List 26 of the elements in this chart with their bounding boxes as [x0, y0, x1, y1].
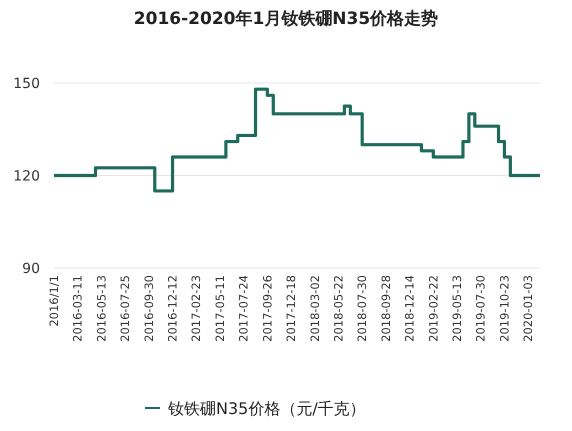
x-tick-label: 2016-09-30	[142, 275, 156, 342]
x-tick-label: 2017-02-23	[189, 275, 204, 342]
x-tick-label: 2019-07-30	[474, 275, 488, 342]
x-tick-label: 2016/1/1	[47, 275, 61, 327]
x-tick-label: 2018-07-30	[355, 275, 370, 342]
y-tick-label: 120	[13, 168, 40, 184]
x-tick-label: 2017-09-26	[260, 275, 274, 342]
x-tick-label: 2019-02-22	[426, 275, 440, 342]
x-tick-label: 2016-05-13	[94, 275, 108, 342]
x-tick-label: 2019-10-23	[497, 275, 512, 342]
x-tick-label: 2016-03-11	[70, 275, 85, 342]
x-tick-label: 2017-07-24	[236, 275, 251, 342]
x-tick-label: 2016-12-12	[166, 275, 180, 342]
x-tick-label: 2018-03-02	[308, 275, 322, 342]
chart-title: 2016-2020年1月钕铁硼N35价格走势	[134, 9, 438, 29]
legend-label: 钕铁硼N35价格（元/千克）	[167, 399, 366, 418]
x-tick-label: 2017-12-18	[284, 275, 298, 342]
x-tick-label: 2016-07-25	[118, 275, 132, 342]
y-tick-label: 90	[22, 261, 40, 277]
x-tick-label: 2019-05-13	[450, 275, 464, 342]
x-tick-label: 2018-12-14	[402, 275, 417, 342]
x-tick-label: 2018-05-22	[331, 275, 346, 342]
x-tick-label: 2020-01-03	[521, 275, 536, 342]
y-tick-label: 150	[13, 76, 40, 92]
x-tick-label: 2018-09-28	[378, 275, 393, 342]
x-tick-label: 2017-05-11	[212, 275, 227, 342]
